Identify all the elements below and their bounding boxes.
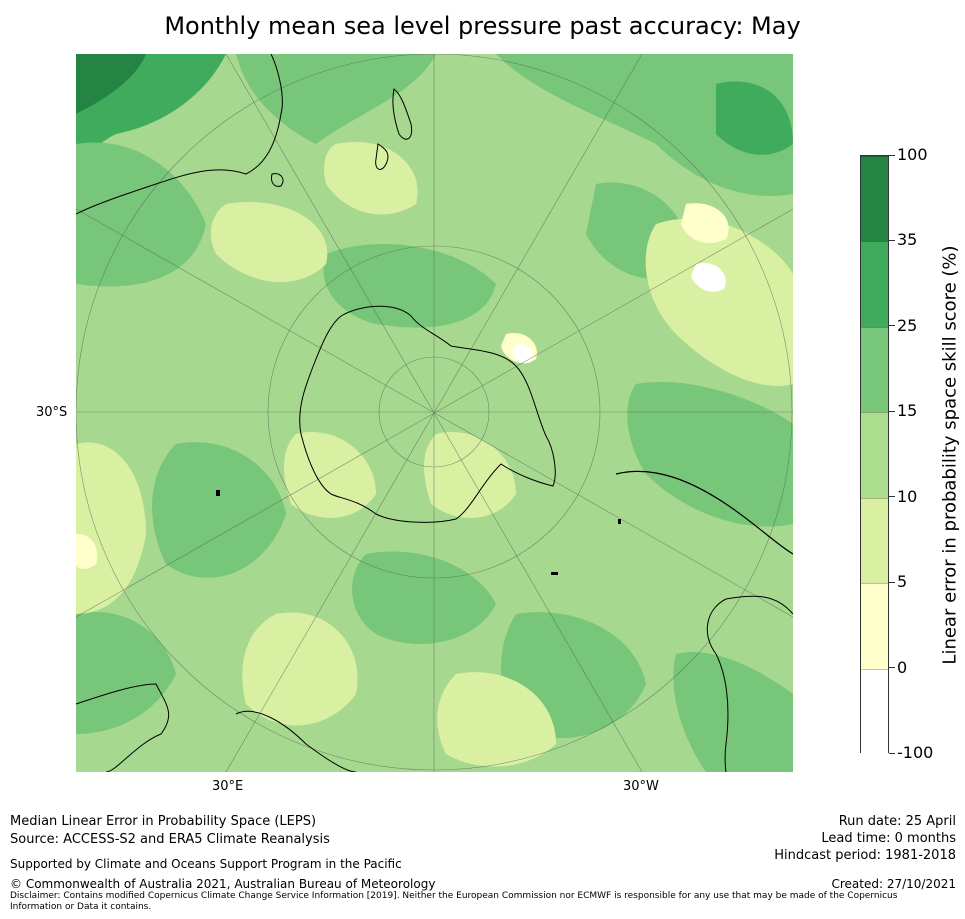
island [216,490,220,496]
colorbar-title: Linear error in probability space skill … [939,245,961,665]
colorbar-tick-label: 10 [897,486,918,506]
colorbar-tick-label: -100 [897,743,934,762]
footer-support: Supported by Climate and Oceans Support … [10,857,402,871]
colorbar-segment [861,497,888,584]
field-patch [352,551,496,644]
field-patch [76,442,146,614]
hindcast-period: Hindcast period: 1981-2018 [774,848,956,863]
field-patch [627,382,793,527]
australia-outline [76,54,283,215]
created-date: Created: 27/10/2021 [831,877,956,891]
field-patch [76,612,176,734]
colorbar-tick [889,325,895,327]
island [618,519,621,524]
footer-disclaimer: Disclaimer: Contains modified Copernicus… [10,891,898,912]
run-date: Run date: 25 April [838,814,956,829]
south-america-outline [706,595,793,772]
colorbar-segment [861,668,888,754]
africa-outline [76,683,357,772]
field-patch [437,672,556,767]
map-svg [76,54,793,772]
colorbar-tick [889,667,895,669]
colorbar-tick-label: 35 [897,230,918,250]
colorbar-tick-label: 0 [897,657,908,677]
colorbar [860,155,889,754]
footer-source: Source: ACCESS-S2 and ERA5 Climate Reana… [10,832,330,847]
field-patch [76,533,98,569]
field-patch [76,54,146,114]
footer-copyright: © Commonwealth of Australia 2021, Austra… [10,877,436,891]
colorbar-tick [889,752,895,754]
south-america-outline [615,470,793,555]
field-patch [210,202,328,283]
colorbar-segment [861,583,888,669]
field-patch [236,54,436,144]
field-patch [681,203,729,244]
footer-method: Median Linear Error in Probability Space… [10,814,317,829]
colorbar-tick [889,410,895,412]
field-patch [324,142,418,215]
field-patch [242,612,358,726]
colorbar-segment [861,241,888,327]
map-title: Monthly mean sea level pressure past acc… [164,12,801,40]
lon-label-30e: 30°E [212,779,244,794]
lead-time: Lead time: 0 months [821,831,956,846]
colorbar-tick [889,239,895,241]
colorbar-tick [889,154,895,156]
new-zealand-outline [375,88,413,170]
colorbar-tick [889,496,895,498]
field-patch [691,263,726,292]
island [551,572,558,575]
field-patch [716,81,793,155]
colorbar-tick-label: 5 [897,572,908,592]
tasmania-outline [271,173,284,187]
colorbar-segment [861,412,888,498]
graticule [76,54,793,772]
colorbar-tick [889,581,895,583]
colorbar-segment [861,326,888,413]
colorbar-tick-label: 25 [897,315,918,335]
antarctica-outline [299,305,556,523]
lon-label-30w: 30°W [623,779,659,794]
skill-score-map [76,54,793,772]
field-patch [645,218,793,386]
colorbar-segment [861,156,888,242]
field-patch [512,343,533,364]
field-patch [152,442,286,578]
colorbar-tick-label: 15 [897,401,918,421]
field-patch [673,652,793,772]
lat-label-30s: 30°S [36,405,68,420]
colorbar-tick-label: 100 [897,145,928,164]
